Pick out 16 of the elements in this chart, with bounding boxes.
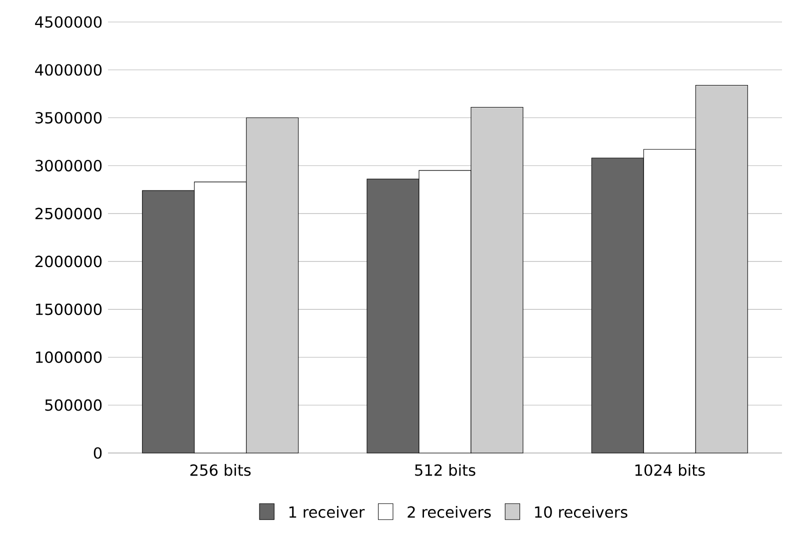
- legend-label: 1 receiver: [289, 506, 365, 518]
- y-tick-label: 4500000: [35, 16, 102, 28]
- y-tick-label: 3500000: [36, 112, 102, 124]
- y-tick-label: 500000: [45, 399, 102, 411]
- y-tick-label: 3000000: [36, 160, 102, 172]
- legend-label: 2 receivers: [408, 506, 491, 518]
- y-tick-label: 2500000: [35, 208, 102, 220]
- x-tick-label: 256 bits: [190, 464, 251, 476]
- x-tick-label: 512 bits: [415, 464, 476, 476]
- y-tick-label: 4000000: [35, 64, 102, 76]
- x-tick-label: 1024 bits: [635, 464, 705, 476]
- y-tick-label: 1500000: [36, 304, 102, 316]
- y-tick-label: 2000000: [35, 256, 102, 268]
- y-tick-label: 0: [94, 447, 102, 459]
- y-tick-label: 1000000: [36, 351, 102, 364]
- legend-label: 10 receivers: [535, 506, 628, 518]
